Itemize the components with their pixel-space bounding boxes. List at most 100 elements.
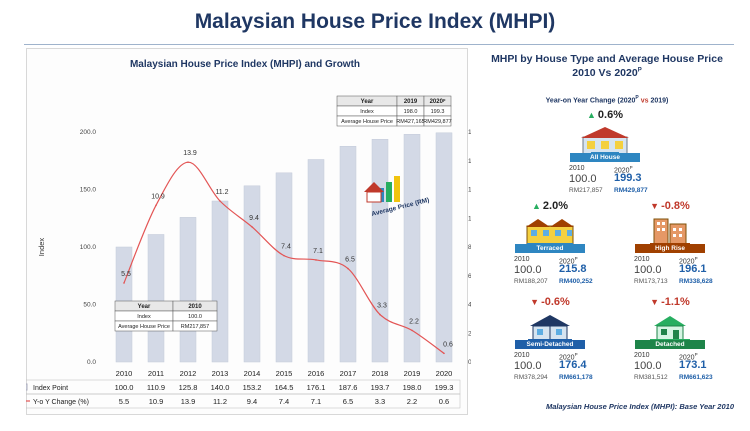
- table-cell: 3.3: [375, 397, 385, 406]
- index-bar: [211, 200, 229, 363]
- yoy-data-label: 3.3: [377, 303, 387, 310]
- index-bar: [339, 146, 357, 363]
- house-roof-icon: [364, 182, 384, 192]
- index-2020: 196.1: [679, 263, 707, 275]
- table-cell: 125.8: [179, 383, 198, 392]
- inset-text: 2020p: [430, 97, 446, 105]
- y-tick-label: 200.0: [80, 129, 97, 136]
- x-tick-label: 2017: [340, 369, 357, 378]
- legend-bar-swatch: [26, 383, 28, 391]
- chart-title: Malaysian House Price Index (MHPI) and G…: [129, 59, 361, 70]
- y-tick-label: 100.0: [80, 244, 97, 251]
- card-detached: ▼ -1.1% Detached 2010 2020P 100.0 173.1 RM381,5…: [615, 296, 725, 388]
- index-2020: 176.4: [559, 359, 587, 371]
- year-2020: 2020P: [679, 256, 698, 266]
- arrow-down-icon: ▼: [650, 297, 660, 307]
- price-2010: RM378,294: [514, 374, 548, 381]
- y-right-tick-label: 4.0: [468, 302, 471, 309]
- yoy-change: ▲ 0.6%: [550, 109, 660, 121]
- inset-text: 199.3: [431, 109, 445, 115]
- index-2010: 100.0: [634, 264, 662, 276]
- house-type-label: High Rise: [635, 244, 705, 253]
- yoy-data-label: 7.1: [313, 248, 323, 255]
- yoy-change: ▼ -0.6%: [495, 296, 605, 308]
- inset-text: Average House Price: [341, 119, 393, 125]
- table-cell: 176.1: [307, 383, 326, 392]
- table-cell: 187.6: [339, 383, 358, 392]
- yoy-point: [155, 204, 157, 207]
- main-title: Malaysian House Price Index (MHPI): [194, 10, 556, 33]
- mhpi-chart: 0.0 50.0 100.0 150.0 200.0 Index 0.0 2.0 4.0 6.0 8…: [26, 95, 471, 409]
- inset-text: 2010: [188, 304, 202, 310]
- table-cell: 153.2: [243, 383, 262, 392]
- inset-text: Index: [137, 314, 151, 320]
- y-right-tick-label: 8.0: [468, 244, 471, 251]
- price-bar-icon: [394, 176, 400, 202]
- yoy-data-label: 7.4: [281, 244, 291, 251]
- inset-cell: [423, 115, 452, 127]
- inset-text: Index: [360, 109, 374, 115]
- index-2010: 100.0: [514, 360, 542, 372]
- x-tick-label: 2015: [276, 369, 293, 378]
- table-cell: 13.9: [181, 397, 196, 406]
- table-cell: 199.3: [435, 383, 454, 392]
- table-cell: 5.5: [119, 397, 129, 406]
- footnote: Malaysian House Price Index (MHPI): Base…: [545, 402, 734, 411]
- yoy-data-label: 13.9: [183, 150, 197, 157]
- table-row: [26, 393, 461, 409]
- y-right-tick-label: 14.0: [468, 158, 471, 165]
- x-tick-label: 2012: [180, 369, 197, 378]
- inset-text: Year: [361, 99, 374, 105]
- arrow-up-icon: ▲: [587, 110, 596, 120]
- price-2020: RM400,252: [559, 278, 593, 285]
- inset-text: RM217,857: [181, 324, 209, 330]
- inset-text: RM427,165: [396, 119, 424, 125]
- table-cell: 0.6: [439, 397, 449, 406]
- inset-table-2010: Year 2010 Index 100.0 Average House Price RM2…: [114, 300, 218, 332]
- yoy-point: [219, 200, 221, 202]
- house-type-label: All House: [570, 153, 640, 162]
- index-bar: [179, 217, 197, 363]
- table-cell: 6.5: [343, 397, 353, 406]
- inset-table-2019: Year 2019 2020p Index 198.0 199.3 Average Hous…: [336, 95, 452, 127]
- index-bar: [243, 185, 261, 363]
- yoy-change: ▲ 2.0%: [495, 200, 605, 212]
- change-value: -1.1%: [661, 296, 690, 308]
- yoy-subtitle: Year-on Year Change (2020P vs 2019): [545, 95, 669, 105]
- yoy-data-label: 0.6: [443, 341, 453, 348]
- index-bar: [275, 172, 293, 363]
- index-bar: [147, 234, 165, 363]
- year-2010: 2010: [514, 256, 530, 263]
- year-2020: 2020P: [614, 165, 633, 175]
- index-bar: [435, 132, 453, 363]
- y-tick-label: 50.0: [83, 302, 96, 309]
- price-2020: RM429,877: [614, 187, 648, 194]
- yoy-point: [443, 352, 445, 355]
- year-2010: 2010: [569, 165, 585, 172]
- yoy-data-label: 10.9: [151, 193, 165, 200]
- yoy-data-label: 9.4: [249, 215, 259, 222]
- y-tick-label: 150.0: [80, 187, 97, 194]
- x-tick-label: 2010: [116, 369, 133, 378]
- y-right-tick-label: 16.0: [468, 129, 471, 136]
- index-2010: 100.0: [634, 360, 662, 372]
- yoy-point: [315, 259, 317, 261]
- y-right-tick-label: 0.0: [468, 359, 471, 366]
- change-value: 2.0%: [542, 200, 568, 212]
- table-cell: 2.2: [407, 397, 417, 406]
- yoy-point: [283, 254, 285, 257]
- year-2020: 2020P: [679, 352, 698, 362]
- table-cell: 140.0: [211, 383, 230, 392]
- index-bar: [371, 138, 389, 363]
- arrow-down-icon: ▼: [530, 297, 540, 307]
- yoy-change: ▼ -0.8%: [615, 200, 725, 212]
- table-cell: 100.0: [115, 383, 134, 392]
- house-type-label: Detached: [635, 340, 705, 349]
- table-cell: 11.2: [213, 397, 227, 406]
- year-2010: 2010: [634, 256, 650, 263]
- inset-text: Year: [138, 304, 151, 310]
- house-type-title-line1: MHPI by House Type and Average House Pri…: [491, 53, 723, 65]
- inset-sup: p: [443, 97, 446, 102]
- index-2010: 100.0: [514, 264, 542, 276]
